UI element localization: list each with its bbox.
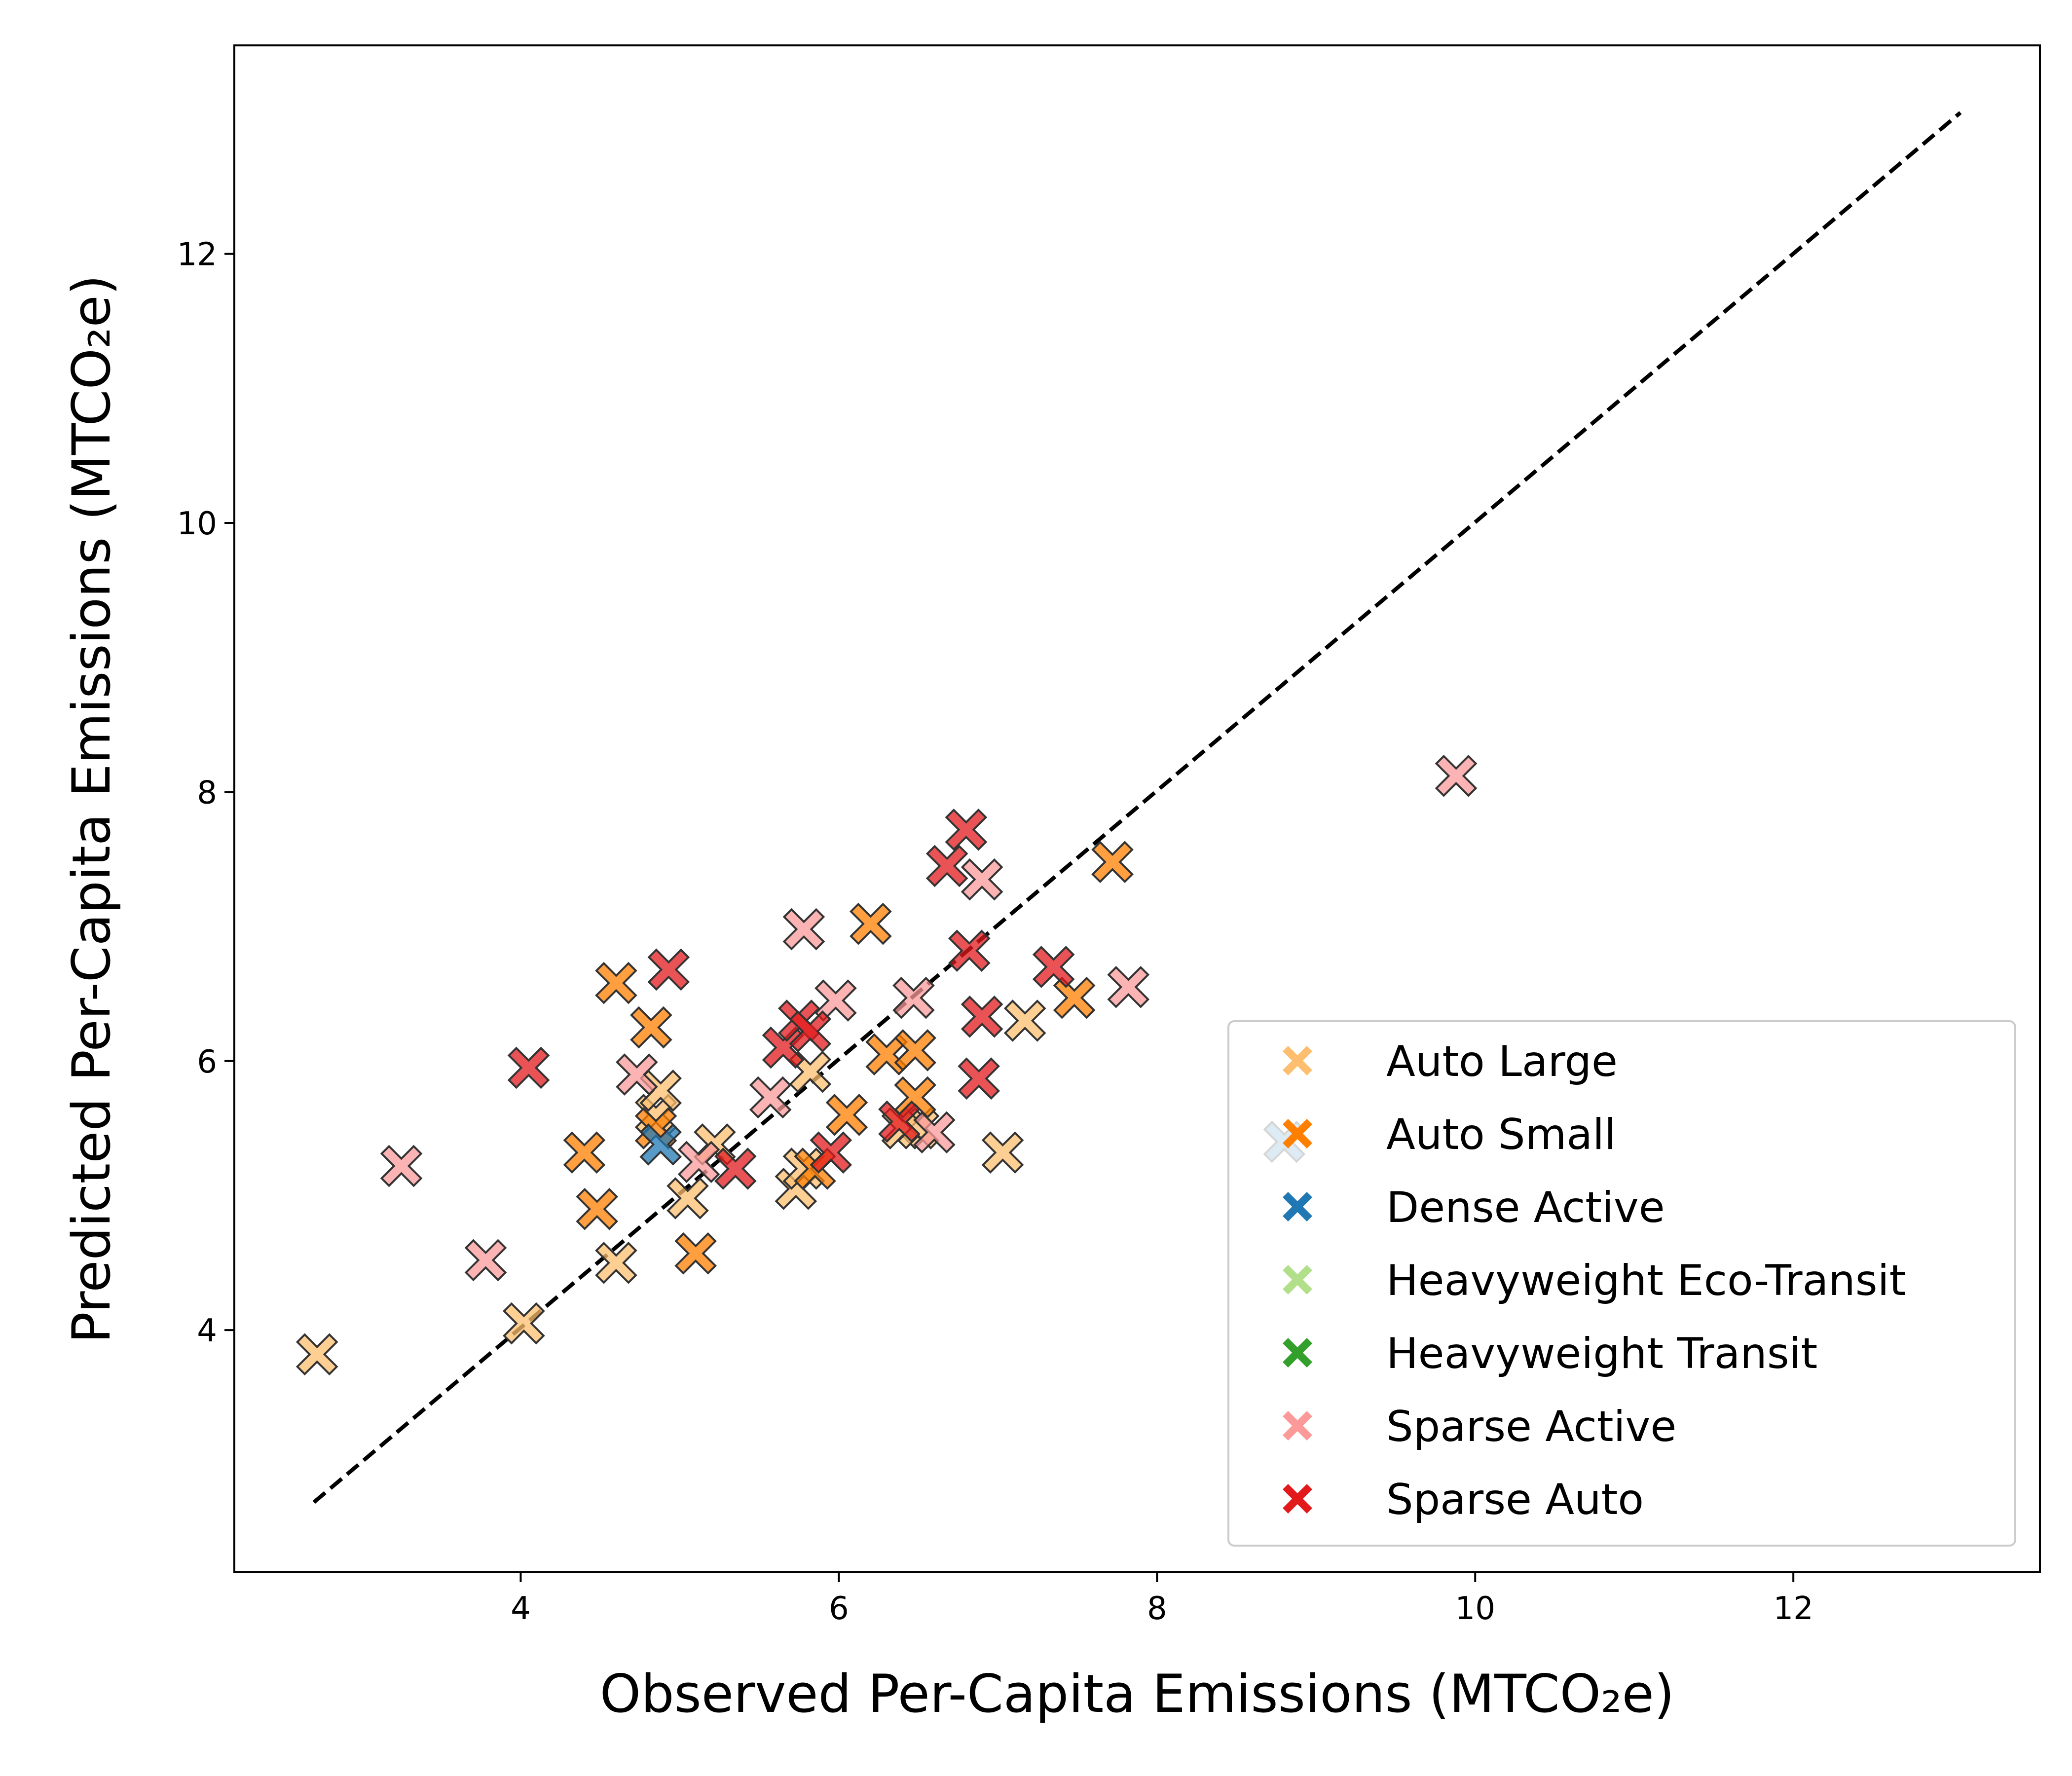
legend-marker-auto-small	[1283, 1119, 1312, 1148]
x-axis-ticks: 4 6 8 10 12	[511, 1572, 1813, 1627]
data-point-sparse-active-9	[961, 858, 1003, 901]
data-point-sparse-auto-12	[961, 995, 1003, 1038]
data-point-auto-small-13	[1091, 841, 1134, 884]
legend-marker-auto-large	[1283, 1046, 1312, 1075]
data-point-sparse-auto-3	[762, 1026, 805, 1069]
data-point-sparse-active-4	[749, 1076, 792, 1119]
data-point-auto-large-1	[503, 1302, 545, 1345]
data-point-sparse-auto-5	[789, 1010, 832, 1053]
data-point-sparse-auto-9	[945, 808, 988, 851]
data-point-auto-large-2	[595, 1241, 637, 1284]
data-point-sparse-active-0	[380, 1145, 423, 1187]
y-tick-label: 12	[177, 237, 217, 273]
legend-marker-sparse-auto	[1283, 1484, 1312, 1514]
y-tick-label: 4	[197, 1313, 217, 1349]
legend-marker-sparse-active	[1283, 1411, 1312, 1441]
y-axis-title: Predicted Per-Capita Emissions (MTCO₂e)	[61, 275, 122, 1343]
x-tick-label: 12	[1773, 1591, 1813, 1627]
x-tick-label: 6	[829, 1591, 849, 1627]
legend-label-sparse-active: Sparse Active	[1386, 1402, 1676, 1451]
y-tick-label: 6	[197, 1044, 217, 1080]
data-point-sparse-auto-7	[878, 1100, 921, 1143]
data-point-dense-active-0	[639, 1123, 682, 1166]
legend-label-heavyweight-transit: Heavyweight Transit	[1386, 1329, 1817, 1378]
legend: Auto Large Auto Small Dense Active Heavywei…	[1227, 1020, 2016, 1547]
data-point-auto-large-0	[296, 1333, 338, 1376]
data-point-sparse-active-8	[913, 1111, 956, 1154]
data-point-sparse-active-7	[892, 976, 935, 1019]
legend-label-auto-large: Auto Large	[1386, 1037, 1618, 1086]
plot-frame	[233, 44, 2041, 1573]
data-point-sparse-auto-2	[714, 1147, 757, 1190]
data-point-auto-small-7	[825, 1094, 868, 1136]
data-points-layer	[296, 754, 1478, 1376]
data-point-sparse-auto-10	[948, 929, 991, 972]
data-point-auto-small-12	[1053, 976, 1096, 1019]
y-tick-label: 10	[177, 506, 217, 542]
x-tick-label: 10	[1455, 1591, 1495, 1627]
data-point-sparse-auto-13	[1032, 946, 1075, 988]
legend-label-heavyweight-eco-transit: Heavyweight Eco-Transit	[1386, 1256, 1906, 1305]
data-point-sparse-auto-0	[507, 1046, 550, 1089]
legend-marker-dense-active	[1283, 1192, 1312, 1221]
data-point-sparse-active-5	[782, 908, 825, 951]
data-point-sparse-active-10	[1107, 965, 1150, 1008]
data-point-auto-large-5	[666, 1177, 709, 1220]
x-tick-label: 8	[1147, 1591, 1167, 1627]
legend-marker-heavyweight-transit	[1283, 1338, 1312, 1368]
data-point-sparse-auto-6	[810, 1131, 852, 1174]
y-axis-ticks: 4 6 8 10 12	[177, 237, 234, 1349]
data-point-sparse-auto-8	[925, 845, 968, 888]
data-point-sparse-auto-1	[647, 948, 690, 991]
legend-items: Auto Large Auto Small Dense Active Heavywei…	[1283, 1037, 1906, 1524]
legend-label-auto-small: Auto Small	[1386, 1110, 1616, 1159]
data-point-sparse-auto-11	[958, 1057, 1000, 1100]
data-point-auto-small-1	[576, 1187, 619, 1230]
data-point-auto-small-5	[674, 1232, 717, 1275]
data-point-auto-small-3	[630, 1006, 672, 1049]
identity-reference-line	[312, 111, 1962, 1504]
data-point-auto-small-8	[850, 902, 892, 945]
legend-marker-heavyweight-eco-transit	[1283, 1265, 1312, 1295]
data-point-auto-large-12	[981, 1131, 1024, 1174]
data-point-sparse-active-3	[677, 1141, 720, 1184]
data-point-sparse-active-11	[1435, 754, 1478, 797]
legend-label-dense-active: Dense Active	[1386, 1183, 1665, 1232]
x-tick-label: 4	[511, 1591, 531, 1627]
data-point-sparse-active-6	[814, 979, 857, 1022]
data-point-auto-small-2	[595, 962, 637, 1004]
legend-label-sparse-auto: Sparse Auto	[1386, 1475, 1644, 1524]
data-point-auto-small-0	[563, 1131, 606, 1174]
y-tick-label: 8	[197, 775, 217, 811]
reference-line-layer	[312, 111, 1962, 1504]
data-point-auto-small-10	[894, 1029, 936, 1072]
data-point-sparse-active-1	[464, 1239, 507, 1282]
legend-frame	[1227, 1020, 2016, 1547]
data-point-sparse-active-2	[616, 1053, 658, 1096]
x-axis-title: Observed Per-Capita Emissions (MTCO₂e)	[600, 1664, 1674, 1724]
data-point-auto-large-13	[1003, 999, 1046, 1042]
